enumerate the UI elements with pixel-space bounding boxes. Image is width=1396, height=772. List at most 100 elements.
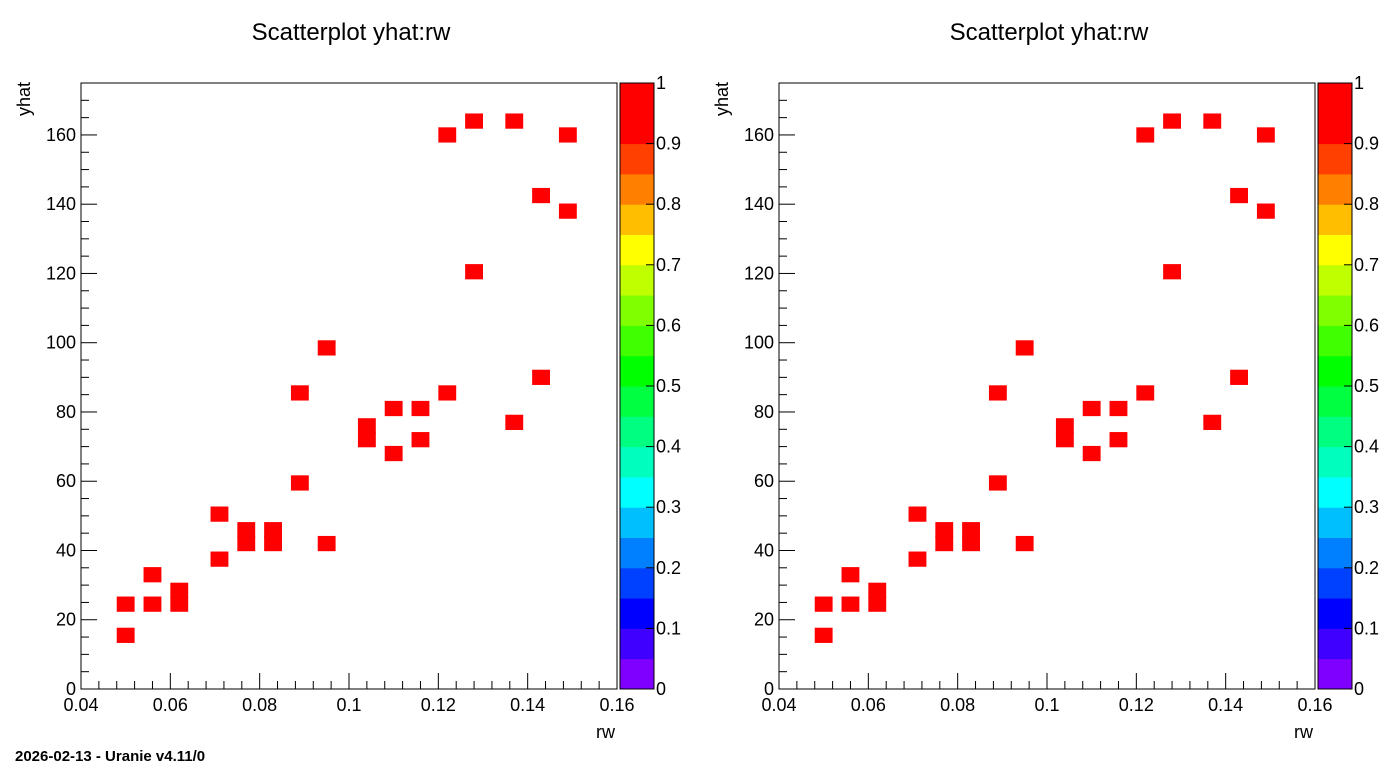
chart-right: Scatterplot yhat:rw 0.04 0.06 0.08 0.1 0.12 0.… (712, 19, 1379, 742)
colorbar-tick-label: 0.2 (1354, 558, 1379, 578)
data-cell-13 (988, 385, 1007, 401)
x-tick-label: 0.08 (940, 695, 975, 715)
data-cells (814, 113, 1275, 643)
colorbar-tick-label: 0.6 (656, 315, 681, 335)
colorbar-segment-10 (1318, 355, 1352, 387)
y-tick-label: 160 (46, 125, 76, 145)
data-cell-5 (170, 582, 189, 598)
colorbar-segment-14 (620, 234, 654, 266)
y-tick-label: 60 (754, 471, 774, 491)
data-cell-1 (116, 596, 135, 612)
colorbar-tick-label: 0.3 (1354, 497, 1379, 517)
colorbar-segment-3 (620, 567, 654, 599)
colorbar-segment-18 (1318, 113, 1352, 145)
y-tick-label: 0 (764, 679, 774, 699)
data-cell-0 (116, 627, 135, 643)
data-cell-26 (1203, 414, 1222, 430)
colorbar-segment-5 (1318, 507, 1352, 538)
y-tick-label: 140 (46, 194, 76, 214)
colorbar-tick-label: 0.7 (656, 255, 681, 275)
data-cell-26 (505, 414, 524, 430)
data-cell-25 (1163, 113, 1181, 129)
x-tick-label: 0.14 (1208, 695, 1243, 715)
data-cell-4 (170, 596, 189, 612)
x-tick-label: 0.16 (599, 695, 634, 715)
data-cell-31 (558, 127, 577, 143)
data-cell-2 (841, 596, 860, 612)
data-cell-20 (411, 432, 430, 448)
colorbar-tick-label: 0.3 (656, 497, 681, 517)
x-tick-label: 0.1 (1034, 695, 1059, 715)
y-tick-label: 120 (46, 263, 76, 283)
colorbar-segment-14 (1318, 234, 1352, 266)
data-cell-10 (962, 535, 980, 552)
y-tick-label: 120 (744, 263, 774, 283)
colorbar-segment-17 (620, 143, 654, 175)
data-cell-7 (908, 506, 927, 522)
colorbar-segment-6 (1318, 476, 1352, 508)
x-tick-label: 0.08 (242, 695, 277, 715)
data-cell-3 (841, 567, 860, 583)
colorbar-segment-10 (620, 355, 654, 387)
chart-title: Scatterplot yhat:rw (252, 19, 451, 46)
data-cell-11 (962, 522, 980, 538)
colorbar-segment-11 (620, 325, 654, 357)
chart-panel-left: Scatterplot yhat:rw 0.04 0.06 0.08 0.1 0.12 0.… (14, 19, 681, 742)
data-cell-18 (384, 445, 403, 462)
colorbar-segment-4 (620, 537, 654, 569)
data-cell-30 (1256, 203, 1275, 219)
chart-title: Scatterplot yhat:rw (950, 19, 1149, 46)
colorbar-segment-19 (620, 83, 654, 114)
chart-panel-right: Scatterplot yhat:rw 0.04 0.06 0.08 0.1 0.12 0.… (698, 0, 1396, 772)
colorbar-segment-4 (1318, 537, 1352, 569)
chart-left: Scatterplot yhat:rw 0.04 0.06 0.08 0.1 0.12 0.… (14, 19, 681, 742)
data-cell-18 (1082, 445, 1101, 462)
x-tick-label: 0.12 (421, 695, 456, 715)
colorbar-segment-1 (1318, 628, 1352, 660)
data-cell-2 (143, 596, 162, 612)
data-cell-5 (868, 582, 887, 598)
colorbar-tick-label: 0.5 (656, 376, 681, 396)
y-tick-label: 100 (744, 333, 774, 353)
colorbar-segment-16 (1318, 173, 1352, 205)
colorbar-segment-7 (1318, 446, 1352, 478)
colorbar-segment-13 (620, 264, 654, 296)
data-cell-10 (264, 535, 282, 552)
data-cell-28 (1230, 369, 1248, 385)
data-cell-17 (357, 418, 376, 434)
y-tick-label: 80 (56, 402, 76, 422)
data-cell-13 (290, 385, 309, 401)
data-cell-22 (1136, 385, 1155, 401)
colorbar-segment-8 (1318, 416, 1352, 448)
data-cell-14 (1015, 535, 1034, 552)
colorbar-tick-label: 0.9 (656, 134, 681, 154)
plot-frame (778, 82, 1316, 690)
colorbar-tick-label: 0.8 (1354, 194, 1379, 214)
colorbar: 0 0.1 0.2 0.3 0.4 0.5 0.6 0.7 0.8 0.9 1 (619, 73, 681, 699)
colorbar-segment-9 (620, 386, 654, 417)
data-cell-9 (935, 522, 954, 538)
y-axis-label: yhat (712, 82, 732, 116)
data-cell-4 (868, 596, 887, 612)
colorbar-tick-label: 0.4 (1354, 437, 1379, 457)
y-tick-label: 160 (744, 125, 774, 145)
colorbar-segment-0 (1318, 658, 1352, 690)
colorbar-segment-19 (1318, 83, 1352, 114)
colorbar-tick-label: 0.6 (1354, 315, 1379, 335)
data-cell-19 (384, 400, 403, 417)
data-cell-31 (1256, 127, 1275, 143)
colorbar-segment-15 (1318, 204, 1352, 235)
data-cell-24 (1163, 264, 1181, 280)
data-cell-1 (814, 596, 833, 612)
colorbar-segment-17 (1318, 143, 1352, 175)
data-cell-16 (1055, 432, 1074, 448)
data-cell-12 (290, 475, 309, 491)
y-axis-label: yhat (14, 82, 34, 116)
x-tick-label: 0.04 (63, 695, 98, 715)
colorbar-tick-label: 0.4 (656, 437, 681, 457)
colorbar-tick-label: 0.5 (1354, 376, 1379, 396)
x-tick-label: 0.14 (510, 695, 545, 715)
colorbar-tick-label: 0.1 (656, 618, 681, 638)
y-tick-label: 20 (56, 610, 76, 630)
data-cell-27 (1203, 113, 1222, 129)
